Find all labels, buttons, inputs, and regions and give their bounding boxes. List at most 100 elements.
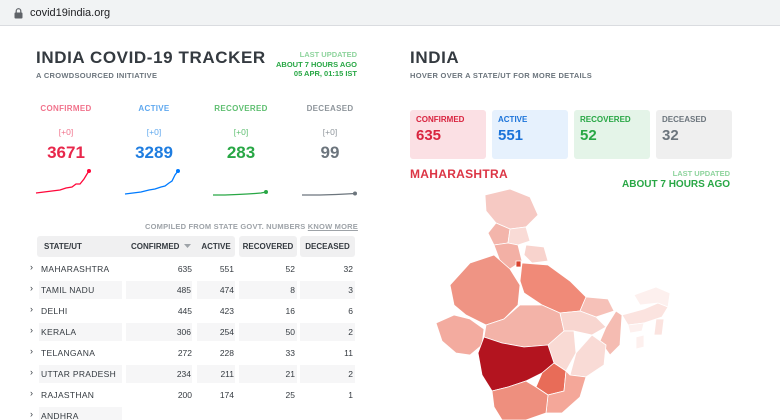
cell-active: 228 bbox=[219, 348, 234, 358]
table-row[interactable]: › TELANGANA 272 228 33 11 bbox=[27, 344, 357, 362]
deceased-sparkline bbox=[302, 191, 357, 196]
stat-label: DECEASED bbox=[306, 104, 354, 113]
card-label: DECEASED bbox=[662, 115, 707, 124]
state-jammu-kashmir[interactable] bbox=[484, 188, 539, 230]
table-row[interactable]: › ANDHRA bbox=[27, 407, 357, 420]
lock-icon bbox=[14, 8, 23, 19]
table-row[interactable]: › MAHARASHTRA 635 551 52 32 bbox=[27, 260, 357, 278]
card-value: 635 bbox=[416, 127, 442, 144]
state-himachal[interactable] bbox=[507, 226, 531, 246]
cell-state: RAJASTHAN bbox=[41, 390, 95, 400]
expand-chevron-icon[interactable]: › bbox=[30, 346, 33, 356]
expand-chevron-icon[interactable]: › bbox=[30, 304, 33, 314]
stat-value: 99 bbox=[320, 143, 340, 162]
url-text[interactable]: covid19india.org bbox=[30, 7, 111, 19]
cell-active: 174 bbox=[219, 390, 234, 400]
cell-confirmed: 485 bbox=[126, 281, 192, 299]
card-active: ACTIVE 551 bbox=[492, 110, 568, 159]
header-confirmed-label: CONFIRMED bbox=[131, 242, 180, 251]
table-row[interactable]: › KERALA 306 254 50 2 bbox=[27, 323, 357, 341]
cell-state: MAHARASHTRA bbox=[41, 264, 110, 274]
cell-recovered: 33 bbox=[285, 348, 295, 358]
cell-active: 474 bbox=[197, 281, 235, 299]
stat-confirmed: CONFIRMED [+0] 3671 bbox=[26, 104, 106, 163]
state-gujarat[interactable] bbox=[435, 314, 485, 356]
cell-confirmed: 635 bbox=[177, 264, 192, 274]
table-row[interactable]: › DELHI 445 423 16 6 bbox=[27, 302, 357, 320]
cell-recovered: 52 bbox=[285, 264, 295, 274]
cell-deceased: 32 bbox=[343, 264, 353, 274]
cell-deceased: 3 bbox=[300, 281, 355, 299]
cell-confirmed: 445 bbox=[177, 306, 192, 316]
active-sparkline bbox=[124, 169, 180, 195]
expand-chevron-icon[interactable]: › bbox=[30, 388, 33, 398]
cell-state: KERALA bbox=[39, 323, 122, 341]
address-bar[interactable]: covid19india.org bbox=[4, 3, 776, 23]
state-odisha[interactable] bbox=[569, 334, 607, 378]
stat-delta: [+0] bbox=[322, 127, 338, 137]
cell-active: 211 bbox=[197, 365, 235, 383]
cell-active: 551 bbox=[219, 264, 234, 274]
state-rajasthan[interactable] bbox=[449, 254, 521, 326]
india-map[interactable] bbox=[430, 185, 670, 420]
cell-recovered: 8 bbox=[239, 281, 297, 299]
state-bihar[interactable] bbox=[579, 296, 615, 318]
cell-active: 423 bbox=[219, 306, 234, 316]
map-last-updated-ago: ABOUT 7 HOURS AGO bbox=[622, 179, 730, 190]
map-last-updated: LAST UPDATED ABOUT 7 HOURS AGO bbox=[622, 168, 730, 190]
recovered-sparkline bbox=[213, 190, 268, 196]
cell-recovered: 25 bbox=[285, 390, 295, 400]
state-arunachal[interactable] bbox=[633, 286, 670, 308]
map-subtitle: HOVER OVER A STATE/UT FOR MORE DETAILS bbox=[410, 71, 593, 80]
card-deceased: DECEASED 32 bbox=[656, 110, 732, 159]
stat-value: 3671 bbox=[47, 143, 85, 162]
expand-chevron-icon[interactable]: › bbox=[30, 283, 33, 293]
header-deceased[interactable]: DECEASED bbox=[300, 236, 355, 257]
sort-down-icon bbox=[183, 244, 191, 248]
cell-confirmed: 234 bbox=[126, 365, 192, 383]
table-row[interactable]: › UTTAR PRADESH 234 211 21 2 bbox=[27, 365, 357, 383]
stat-label: RECOVERED bbox=[214, 104, 268, 113]
card-value: 32 bbox=[662, 127, 679, 144]
cell-deceased: 2 bbox=[300, 323, 355, 341]
stat-value: 283 bbox=[226, 143, 256, 162]
state-tripura[interactable] bbox=[635, 334, 645, 350]
know-more-link[interactable]: KNOW MORE bbox=[307, 222, 358, 231]
cell-deceased: 6 bbox=[348, 306, 353, 316]
cell-active: 254 bbox=[197, 323, 235, 341]
stat-active: ACTIVE [+0] 3289 bbox=[114, 104, 194, 163]
state-delhi[interactable] bbox=[515, 260, 522, 268]
expand-chevron-icon[interactable]: › bbox=[30, 367, 33, 377]
page-subtitle: A CROWDSOURCED INITIATIVE bbox=[36, 71, 158, 80]
state-karnataka[interactable] bbox=[491, 380, 549, 420]
cell-state: TAMIL NADU bbox=[39, 281, 122, 299]
expand-chevron-icon[interactable]: › bbox=[30, 262, 33, 272]
cell-state: ANDHRA bbox=[39, 407, 122, 420]
table-row[interactable]: › TAMIL NADU 485 474 8 3 bbox=[27, 281, 357, 299]
last-updated-time: 05 APR, 01:15 IST bbox=[293, 69, 357, 78]
compiled-note: COMPILED FROM STATE GOVT. NUMBERS KNOW M… bbox=[145, 222, 358, 231]
cell-recovered: 16 bbox=[285, 306, 295, 316]
cell-deceased: 1 bbox=[348, 390, 353, 400]
stat-deceased: DECEASED [+0] 99 bbox=[290, 104, 370, 163]
stat-delta: [+0] bbox=[233, 127, 249, 137]
header-active[interactable]: ACTIVE bbox=[197, 236, 235, 257]
stat-recovered: RECOVERED [+0] 283 bbox=[201, 104, 281, 163]
state-meghalaya[interactable] bbox=[627, 322, 645, 334]
table-row[interactable]: › RAJASTHAN 200 174 25 1 bbox=[27, 386, 357, 404]
cell-deceased: 2 bbox=[300, 365, 355, 383]
state-jharkhand[interactable] bbox=[559, 310, 607, 336]
cell-confirmed: 272 bbox=[177, 348, 192, 358]
last-updated-ago: ABOUT 7 HOURS AGO bbox=[276, 59, 357, 69]
header-recovered[interactable]: RECOVERED bbox=[239, 236, 297, 257]
state-uttarakhand[interactable] bbox=[523, 244, 549, 264]
header-state[interactable]: STATE/UT bbox=[37, 236, 151, 257]
expand-chevron-icon[interactable]: › bbox=[30, 325, 33, 335]
state-manipur[interactable] bbox=[653, 318, 665, 336]
browser-toolbar: covid19india.org bbox=[0, 0, 780, 26]
card-label: CONFIRMED bbox=[416, 115, 465, 124]
compiled-text: COMPILED FROM STATE GOVT. NUMBERS bbox=[145, 222, 306, 231]
page-title: INDIA COVID-19 TRACKER bbox=[36, 48, 266, 67]
cell-confirmed: 200 bbox=[177, 390, 192, 400]
expand-chevron-icon[interactable]: › bbox=[30, 409, 33, 419]
